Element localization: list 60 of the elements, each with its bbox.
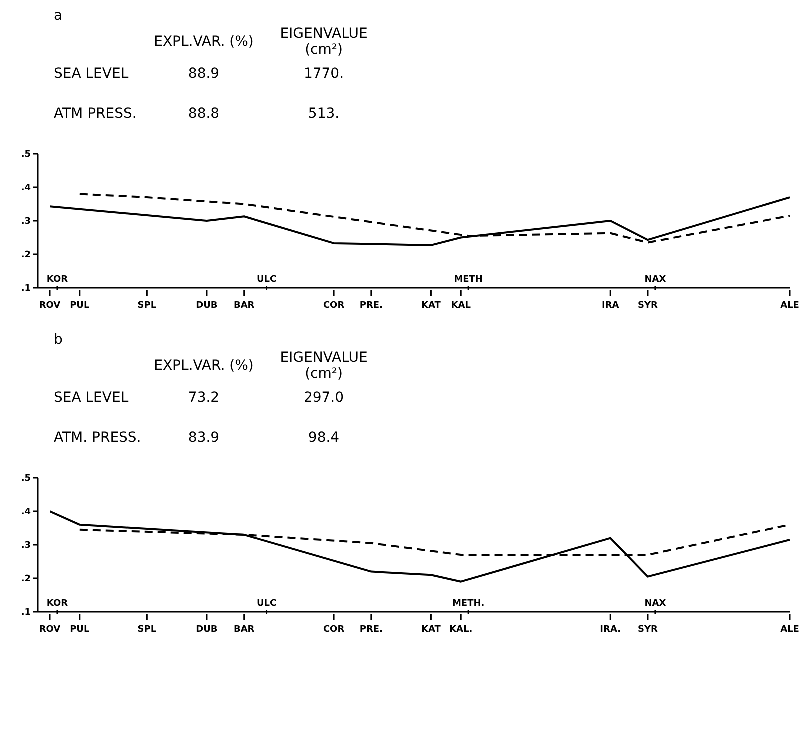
text: SEA LEVEL [54, 66, 129, 82]
x-tick-label: NAX [644, 599, 666, 609]
y-tick-label: .3 [21, 541, 31, 552]
x-tick-label: SYR [638, 625, 658, 635]
x-tick-label: SYR [638, 301, 658, 311]
x-tick-label: DUB [196, 625, 218, 635]
text: 98.4 [308, 430, 340, 446]
x-tick-label: ULC [256, 275, 277, 285]
text: SEA LEVEL [54, 390, 129, 406]
x-tick-label: BAR [234, 301, 255, 311]
x-tick-label: IRA [602, 301, 620, 311]
text: 513. [308, 106, 340, 122]
text: ATM. PRESS. [54, 430, 142, 446]
x-tick-label: COR [323, 625, 345, 635]
x-tick-label: ALE [780, 301, 800, 311]
x-tick-label: NAX [644, 275, 666, 285]
chart-title: a [54, 8, 64, 26]
text: 88.8 [188, 106, 220, 122]
x-tick-label: ROV [39, 625, 61, 635]
text: EIGENVALUE (cm²) [280, 350, 368, 382]
text: EIGENVALUE (cm²) [280, 26, 368, 58]
x-tick-label: ULC [256, 599, 277, 609]
x-tick-label: SPL [138, 625, 157, 635]
y-tick-label: .5 [21, 150, 31, 160]
text: 83.9 [188, 430, 220, 446]
y-tick-label: .5 [21, 474, 31, 484]
x-tick-label: PUL [70, 301, 90, 311]
text: 297.0 [304, 390, 344, 406]
x-tick-label: BAR [234, 625, 255, 635]
y-tick-label: .4 [21, 508, 31, 518]
y-tick-label: .3 [21, 217, 31, 228]
x-tick-label: ALE [780, 625, 800, 635]
text: ATM PRESS. [54, 106, 137, 122]
x-tick-label: PRE. [360, 301, 383, 311]
y-tick-label: .1 [21, 608, 31, 618]
x-tick-label: KAT [422, 625, 442, 635]
x-tick-label: ROV [39, 301, 61, 311]
text: 88.9 [188, 66, 220, 82]
text: EXPL.VAR. (%) [154, 34, 254, 50]
x-tick-label: KAT [422, 301, 442, 311]
x-tick-label: METH [454, 275, 483, 285]
x-tick-label: KOR [46, 599, 68, 609]
y-tick-label: .1 [21, 284, 31, 294]
x-tick-label: KAL [451, 301, 472, 311]
x-tick-label: KAL. [450, 625, 473, 635]
x-tick-label: DUB [196, 301, 218, 311]
x-tick-label: SPL [138, 301, 157, 311]
x-tick-label: PUL [70, 625, 90, 635]
text: 73.2 [188, 390, 220, 406]
text: 1770. [304, 66, 344, 82]
y-tick-label: .4 [21, 184, 31, 194]
chart-title: b [54, 332, 64, 350]
x-tick-label: KOR [46, 275, 68, 285]
text: EXPL.VAR. (%) [154, 358, 254, 374]
x-tick-label: METH. [452, 599, 485, 609]
x-tick-label: IRA. [600, 625, 622, 635]
x-tick-label: COR [323, 301, 345, 311]
y-tick-label: .2 [21, 250, 31, 261]
x-tick-label: PRE. [360, 625, 383, 635]
y-tick-label: .2 [21, 574, 31, 585]
